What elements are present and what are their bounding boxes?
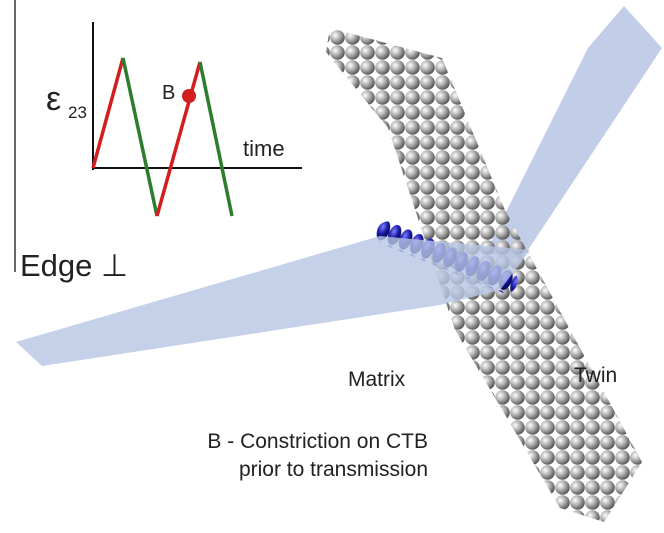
strain-subscript: 23 <box>68 103 87 122</box>
strain-symbol: ε <box>46 80 61 118</box>
dislocation-label: Edge ⊥ <box>20 248 128 283</box>
x-axis-label: time <box>243 136 285 161</box>
twin-label: Twin <box>574 364 617 387</box>
matrix-label: Matrix <box>348 368 406 391</box>
figure: ε 23 B time Edge ⊥ Matrix Twin B - Const… <box>0 0 664 533</box>
point-b <box>182 89 196 103</box>
page: ε 23 B time Edge ⊥ Matrix Twin B - Const… <box>0 0 664 533</box>
caption-line: B - Constriction on CTB <box>207 430 428 453</box>
point-label: B <box>162 82 175 104</box>
caption-line: prior to transmission <box>239 458 428 481</box>
